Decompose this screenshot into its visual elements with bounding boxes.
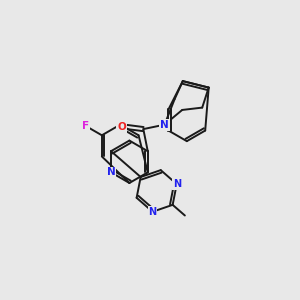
Text: N: N bbox=[107, 167, 116, 177]
Text: N: N bbox=[148, 207, 157, 217]
Text: O: O bbox=[117, 122, 126, 132]
Text: N: N bbox=[160, 120, 169, 130]
Text: N: N bbox=[173, 179, 181, 189]
Text: F: F bbox=[82, 121, 89, 131]
